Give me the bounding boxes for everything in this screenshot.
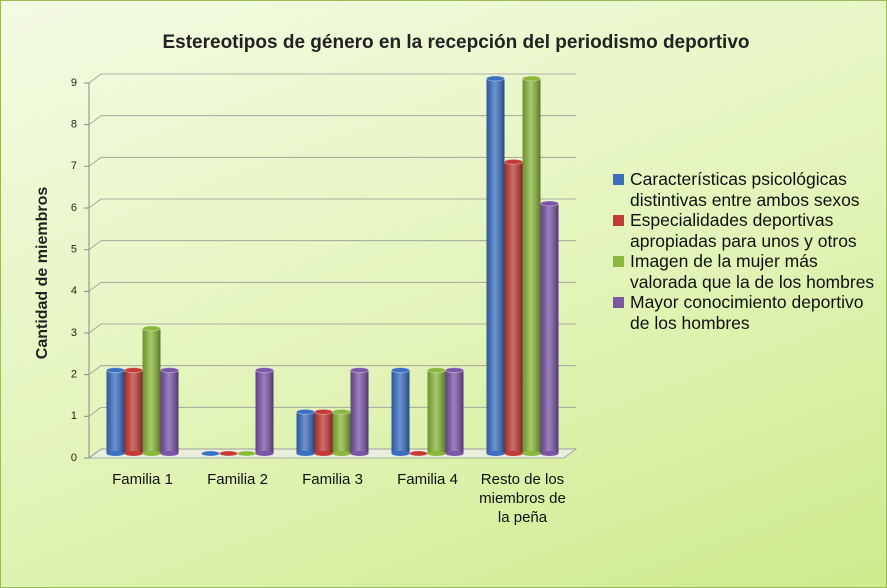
bar-cap — [237, 450, 256, 457]
bar-cap — [142, 325, 161, 332]
bar-shade — [160, 370, 179, 454]
x-tick-label: Familia 4 — [397, 471, 458, 488]
x-tick-label: Familia 3 — [302, 471, 363, 488]
bar-cap — [504, 158, 523, 165]
legend: Características psicológicas distintivas… — [613, 169, 883, 333]
legend-item: Mayor conocimiento deportivo de los homb… — [613, 292, 883, 333]
bar-base — [522, 451, 541, 456]
bar-cap — [409, 450, 428, 457]
grid-line — [88, 198, 576, 209]
grid-line — [88, 406, 576, 417]
bar-shade — [332, 411, 351, 454]
bar-shade — [255, 370, 274, 454]
legend-label: Características psicológicas distintivas… — [630, 169, 860, 210]
bar-shade — [142, 328, 161, 454]
legend-label: Mayor conocimiento deportivo de los homb… — [630, 292, 864, 333]
bar-cap — [350, 367, 369, 374]
bar-shade — [427, 370, 446, 454]
bar-cap — [201, 450, 220, 457]
legend-swatch — [613, 174, 624, 185]
bar-base — [255, 451, 274, 456]
y-axis-label: Cantidad de miembros — [34, 187, 51, 360]
chart-title: Estereotipos de género en la recepción d… — [162, 32, 749, 53]
y-tick-label: 2 — [71, 369, 77, 381]
y-tick-label: 9 — [71, 77, 77, 89]
y-tick-label: 3 — [71, 327, 77, 339]
y-tick-label: 4 — [71, 285, 77, 297]
bar-cap — [522, 75, 541, 82]
bar-base — [332, 451, 351, 456]
bar-cap — [219, 450, 238, 457]
bar-base — [427, 451, 446, 456]
bar-base — [504, 451, 523, 456]
legend-swatch — [613, 297, 624, 308]
bar-cap — [255, 367, 274, 374]
legend-swatch — [613, 215, 624, 226]
bar-base — [124, 451, 143, 456]
y-tick-label: 0 — [71, 452, 77, 464]
bar-cap — [124, 367, 143, 374]
grid-line — [88, 365, 576, 375]
bar-shade — [504, 161, 523, 454]
y-tick-label: 6 — [71, 202, 77, 214]
legend-swatch — [613, 256, 624, 267]
bar-base — [314, 451, 333, 456]
bar-shade — [314, 411, 333, 454]
legend-item: Características psicológicas distintivas… — [613, 169, 883, 210]
bar-cap — [486, 75, 505, 82]
legend-item: Especialidades deportivas apropiadas par… — [613, 210, 883, 251]
bar-shade — [445, 370, 464, 454]
y-tick-label: 7 — [71, 160, 77, 172]
y-tick-label: 8 — [71, 119, 77, 131]
bar-base — [106, 451, 125, 456]
bar-shade — [486, 78, 505, 454]
bar-base — [160, 451, 179, 456]
bar-cap — [296, 408, 315, 415]
legend-label: Imagen de la mujer más valorada que la d… — [630, 251, 875, 292]
bar-shade — [391, 370, 410, 454]
y-tick-label: 1 — [71, 410, 77, 422]
bar-cap — [427, 367, 446, 374]
bar-base — [391, 451, 410, 456]
legend-item: Imagen de la mujer más valorada que la d… — [613, 251, 883, 292]
bar-shade — [350, 370, 369, 454]
bar-base — [445, 451, 464, 456]
grid-line — [88, 156, 576, 167]
bar-base — [350, 451, 369, 456]
bar-cap — [314, 408, 333, 415]
x-tick-label: Familia 2 — [207, 471, 268, 488]
bar-cap — [332, 408, 351, 415]
y-tick-label: 5 — [71, 244, 77, 256]
bar-cap — [445, 367, 464, 374]
bar-shade — [540, 203, 559, 454]
bar-cap — [106, 367, 125, 374]
bar-cap — [160, 367, 179, 374]
grid-line — [88, 73, 576, 84]
legend-label: Especialidades deportivas apropiadas par… — [630, 210, 857, 251]
bar-shade — [124, 370, 143, 454]
bar-base — [540, 451, 559, 456]
bar-shade — [106, 370, 125, 454]
bar-base — [486, 451, 505, 456]
bar-cap — [391, 367, 410, 374]
grid-line — [88, 323, 576, 334]
bar-shade — [522, 78, 541, 454]
grid-line — [88, 115, 576, 125]
x-tick-label: Resto de los miembros de la peña — [479, 471, 566, 526]
bar-shade — [296, 411, 315, 454]
grid-line — [88, 448, 576, 459]
grid-line — [88, 281, 576, 292]
x-tick-label: Familia 1 — [112, 471, 173, 488]
bar-base — [142, 451, 161, 456]
grid-line — [88, 240, 576, 250]
bar-cap — [540, 200, 559, 207]
bar-base — [296, 451, 315, 456]
